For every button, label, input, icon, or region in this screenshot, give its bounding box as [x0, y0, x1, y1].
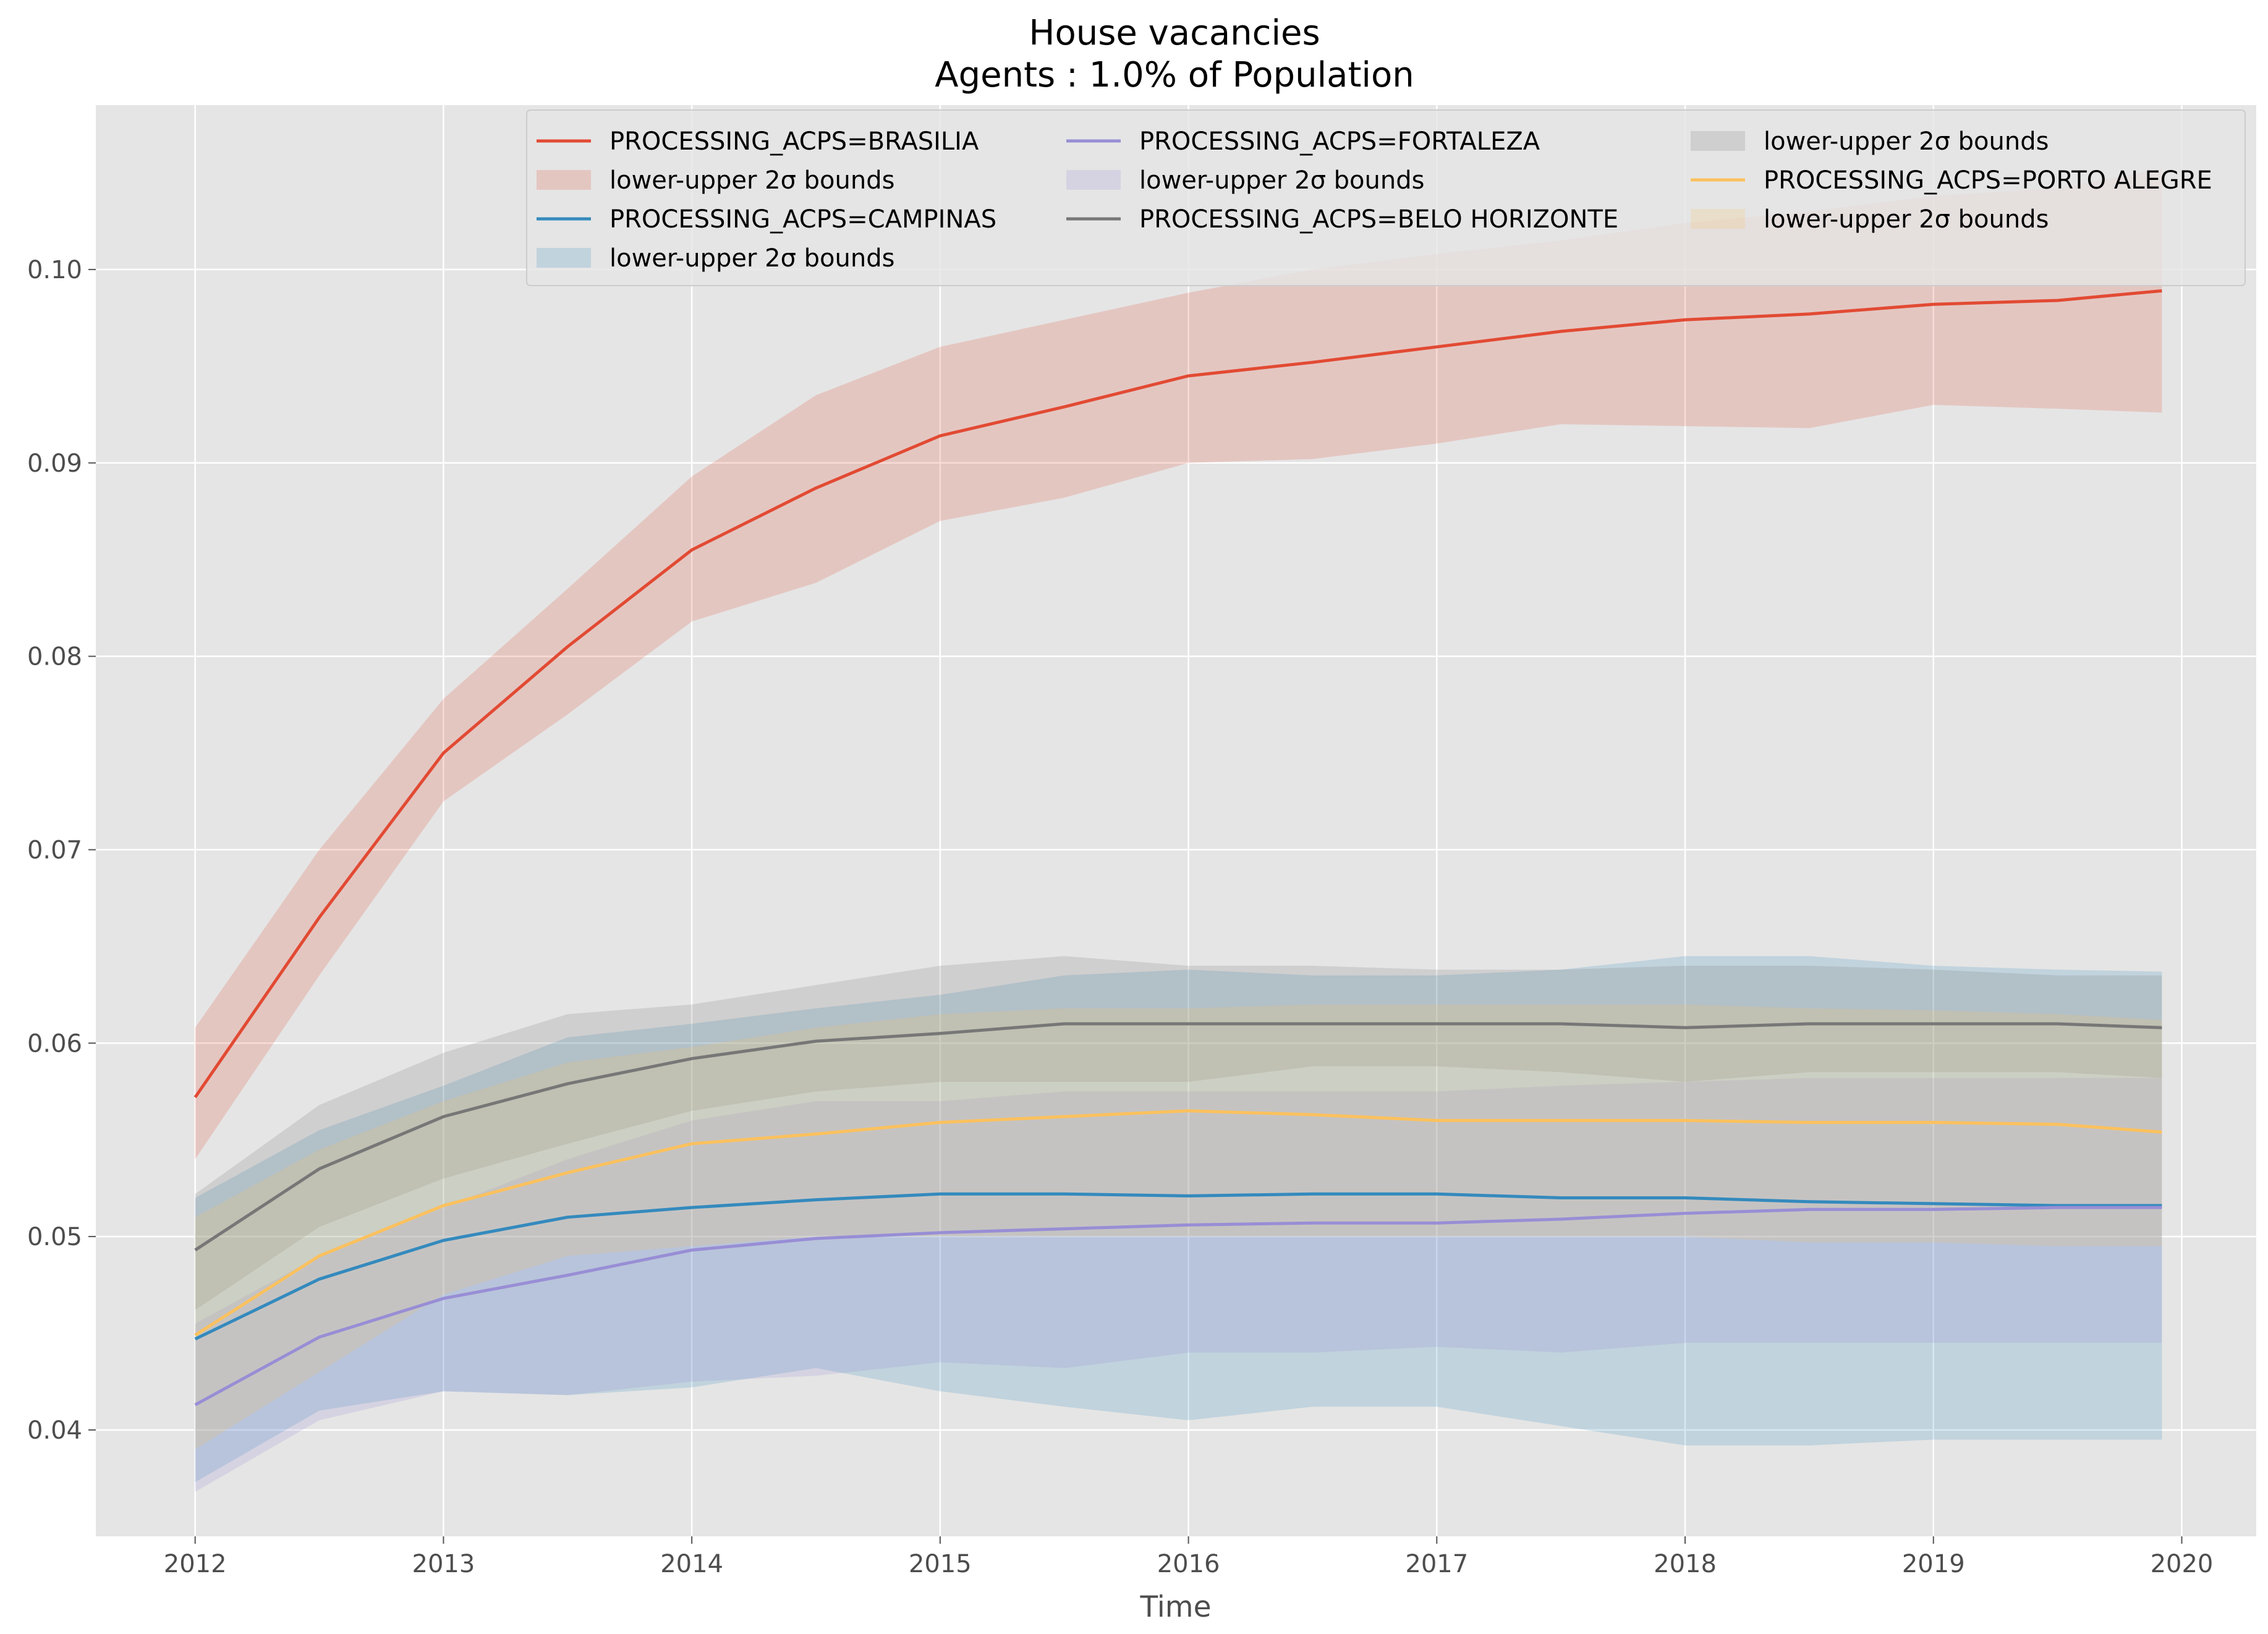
legend-band-swatch — [1691, 209, 1745, 229]
series-line — [194, 1206, 2162, 1406]
x-tick-label: 2020 — [2151, 1550, 2214, 1578]
y-tick-label: 0.04 — [27, 1416, 82, 1445]
legend-box — [526, 109, 2246, 286]
legend-entry-label: PROCESSING_ACPS=FORTALEZA — [1139, 127, 1540, 156]
confidence-band — [195, 169, 2162, 1159]
x-tick-label: 2013 — [412, 1550, 475, 1578]
legend-band-swatch — [537, 248, 591, 268]
series-line — [194, 1192, 2162, 1341]
confidence-band — [195, 956, 2162, 1483]
series-lines — [193, 289, 2162, 1406]
confidence-band — [195, 1078, 2162, 1492]
legend: PROCESSING_ACPS=BRASILIA lower-upper 2σ b… — [526, 109, 2246, 286]
legend-entry-label: PROCESSING_ACPS=PORTO ALEGRE — [1764, 166, 2212, 195]
legend-band-swatch — [537, 170, 591, 190]
x-tick-label: 2016 — [1157, 1550, 1220, 1578]
y-tick-label: 0.10 — [27, 256, 82, 284]
x-tick-label: 2019 — [1902, 1550, 1965, 1578]
chart-title-line-2: Agents : 1.0% of Population — [935, 55, 1414, 95]
legend-entry-label: PROCESSING_ACPS=BRASILIA — [609, 127, 979, 156]
confidence-band — [195, 956, 2162, 1310]
x-tick-label: 2014 — [660, 1550, 723, 1578]
legend-entry-label: PROCESSING_ACPS=BELO HORIZONTE — [1139, 205, 1618, 234]
series-line — [193, 289, 2162, 1099]
x-axis-label: Time — [1139, 1590, 1211, 1624]
confidence-band — [195, 1004, 2162, 1450]
legend-band-swatch — [1691, 131, 1745, 151]
x-tick-label: 2015 — [909, 1550, 972, 1578]
legend-band-label: lower-upper 2σ bounds — [1139, 166, 1424, 195]
legend-band-label: lower-upper 2σ bounds — [609, 244, 894, 273]
x-tick-label: 2012 — [164, 1550, 227, 1578]
y-tick-label: 0.06 — [27, 1029, 82, 1058]
series-line — [194, 1022, 2162, 1252]
series-line — [194, 1109, 2162, 1337]
legend-band-label: lower-upper 2σ bounds — [1764, 205, 2049, 234]
x-tick-label: 2018 — [1654, 1550, 1717, 1578]
legend-band-label: lower-upper 2σ bounds — [1764, 127, 2049, 156]
y-tick-label: 0.05 — [27, 1223, 82, 1251]
x-tick-label: 2017 — [1405, 1550, 1468, 1578]
legend-band-swatch — [1066, 170, 1121, 190]
chart-title-line-1: House vacancies — [1029, 13, 1320, 53]
y-tick-label: 0.09 — [27, 449, 82, 478]
y-tick-label: 0.07 — [27, 836, 82, 864]
plot-area — [96, 105, 2256, 1536]
axis-ticks: 2012 2013 2014 2015 2016 2017 2018 2019 2020 0.04… — [27, 256, 2213, 1578]
y-tick-label: 0.08 — [27, 643, 82, 671]
legend-band-label: lower-upper 2σ bounds — [609, 166, 894, 195]
legend-entry-label: PROCESSING_ACPS=CAMPINAS — [609, 205, 996, 234]
confidence-bands — [195, 169, 2162, 1492]
